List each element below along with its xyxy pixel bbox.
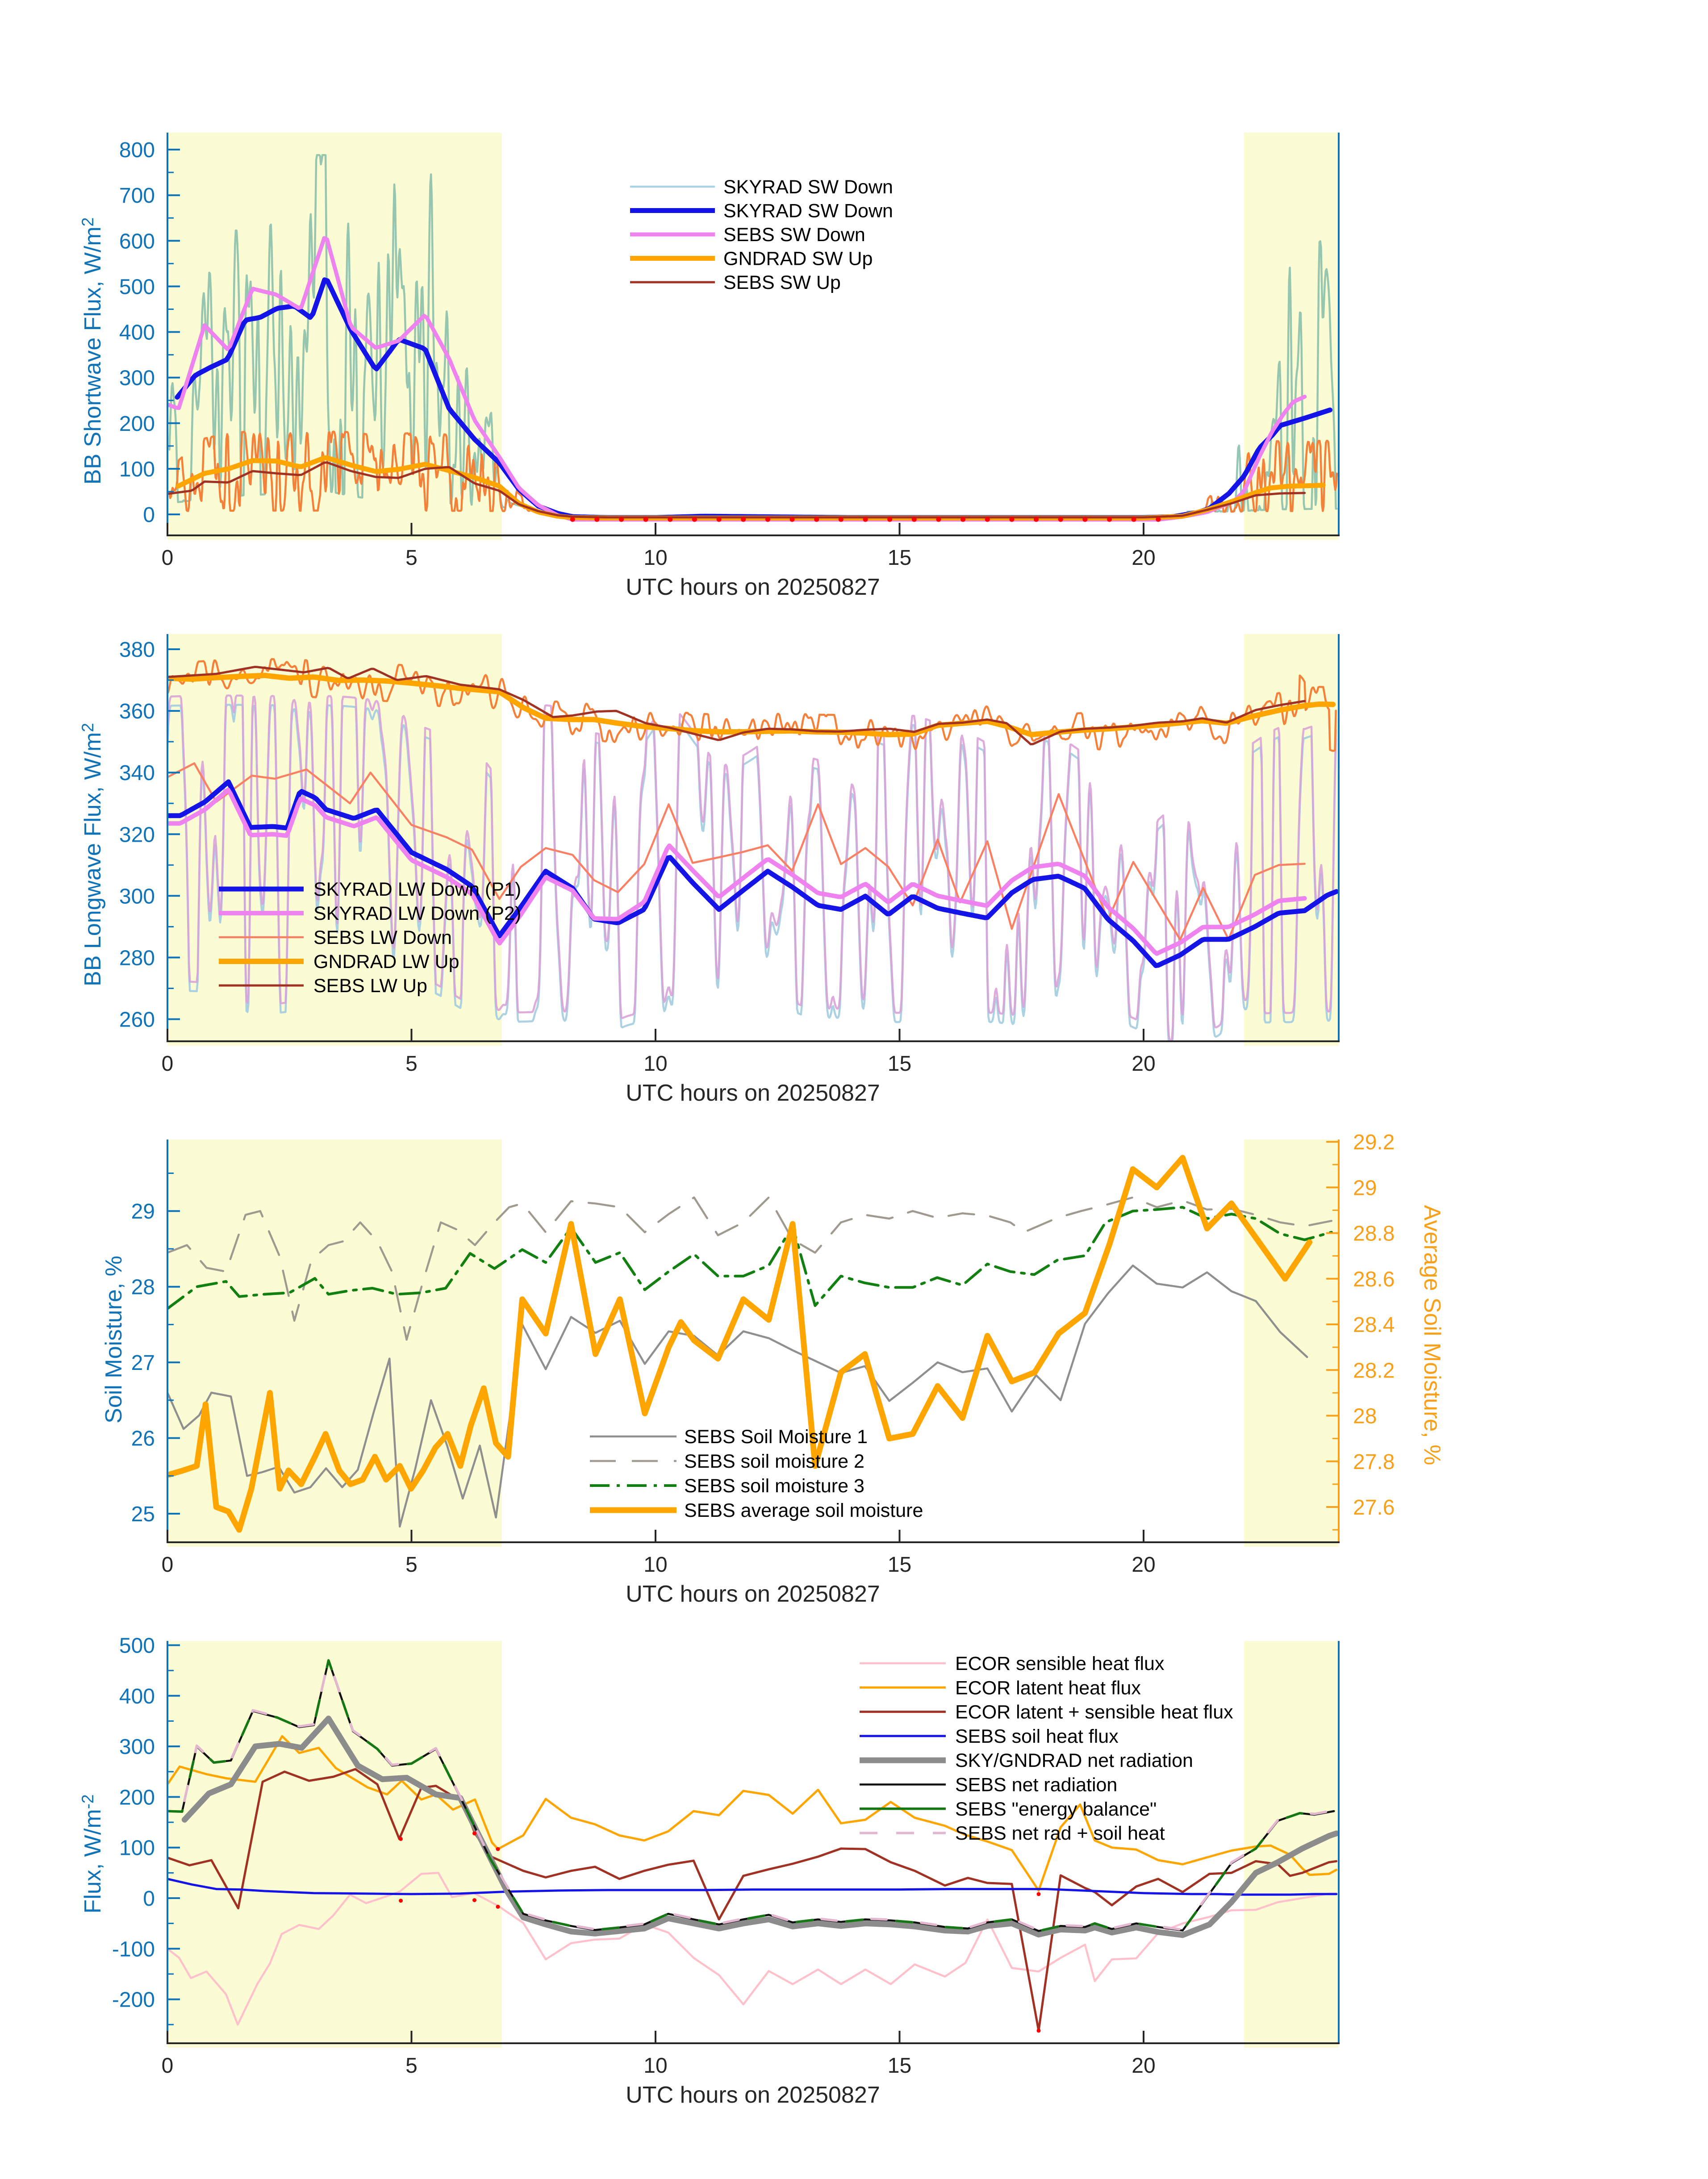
svg-text:5: 5 — [405, 1553, 418, 1577]
svg-text:300: 300 — [119, 1735, 155, 1759]
svg-text:SEBS LW Down: SEBS LW Down — [313, 927, 452, 948]
svg-text:27.6: 27.6 — [1353, 1496, 1395, 1519]
svg-text:15: 15 — [888, 546, 911, 570]
svg-text:27.8: 27.8 — [1353, 1450, 1395, 1474]
svg-text:BB Longwave Flux, W/m2: BB Longwave Flux, W/m2 — [79, 723, 106, 986]
svg-text:10: 10 — [643, 1553, 667, 1577]
svg-text:400: 400 — [119, 321, 155, 345]
svg-text:100: 100 — [119, 458, 155, 481]
svg-text:5: 5 — [405, 1052, 418, 1076]
svg-text:28: 28 — [1353, 1405, 1377, 1428]
svg-text:0: 0 — [162, 2054, 174, 2078]
svg-text:10: 10 — [643, 1052, 667, 1076]
svg-text:27: 27 — [131, 1351, 155, 1375]
svg-text:SKY/GNDRAD net radiation: SKY/GNDRAD net radiation — [955, 1750, 1193, 1771]
svg-text:UTC hours on 20250827: UTC hours on 20250827 — [626, 1080, 880, 1106]
svg-text:340: 340 — [119, 761, 155, 785]
svg-text:28: 28 — [131, 1276, 155, 1299]
svg-text:ECOR sensible heat flux: ECOR sensible heat flux — [955, 1653, 1165, 1674]
svg-text:-200: -200 — [112, 1988, 155, 2012]
svg-text:28.2: 28.2 — [1353, 1359, 1395, 1382]
svg-text:400: 400 — [119, 1685, 155, 1708]
svg-text:SEBS net rad + soil heat: SEBS net rad + soil heat — [955, 1823, 1165, 1844]
svg-text:UTC hours on 20250827: UTC hours on 20250827 — [626, 2082, 880, 2108]
svg-text:800: 800 — [119, 138, 155, 162]
svg-text:360: 360 — [119, 700, 155, 723]
svg-text:200: 200 — [119, 1786, 155, 1809]
svg-text:300: 300 — [119, 367, 155, 390]
svg-text:UTC hours on 20250827: UTC hours on 20250827 — [626, 1581, 880, 1607]
svg-text:20: 20 — [1132, 1052, 1155, 1076]
svg-text:SEBS soil moisture 2: SEBS soil moisture 2 — [684, 1451, 864, 1472]
svg-text:29.2: 29.2 — [1353, 1131, 1395, 1154]
svg-text:10: 10 — [643, 546, 667, 570]
svg-text:15: 15 — [888, 2054, 911, 2078]
svg-text:320: 320 — [119, 823, 155, 847]
svg-text:Soil Moisture, %: Soil Moisture, % — [101, 1256, 127, 1423]
svg-text:10: 10 — [643, 2054, 667, 2078]
svg-text:29: 29 — [1353, 1176, 1377, 1200]
svg-text:25: 25 — [131, 1503, 155, 1526]
svg-text:500: 500 — [119, 1634, 155, 1658]
svg-text:700: 700 — [119, 184, 155, 208]
svg-text:5: 5 — [405, 2054, 418, 2078]
svg-text:ECOR latent + sensible heat fl: ECOR latent + sensible heat flux — [955, 1702, 1233, 1723]
svg-text:SEBS LW Up: SEBS LW Up — [313, 975, 427, 997]
svg-text:26: 26 — [131, 1427, 155, 1451]
svg-text:100: 100 — [119, 1837, 155, 1860]
svg-text:500: 500 — [119, 275, 155, 299]
svg-text:20: 20 — [1132, 2054, 1155, 2078]
svg-text:SKYRAD SW Down: SKYRAD SW Down — [723, 176, 893, 198]
svg-text:20: 20 — [1132, 1553, 1155, 1577]
svg-text:SEBS Soil Moisture 1: SEBS Soil Moisture 1 — [684, 1426, 868, 1448]
svg-text:200: 200 — [119, 412, 155, 436]
svg-text:280: 280 — [119, 946, 155, 970]
svg-text:-100: -100 — [112, 1937, 155, 1961]
svg-text:15: 15 — [888, 1553, 911, 1577]
svg-text:260: 260 — [119, 1008, 155, 1032]
svg-text:ECOR latent heat flux: ECOR latent heat flux — [955, 1677, 1141, 1699]
svg-text:29: 29 — [131, 1200, 155, 1223]
svg-text:20: 20 — [1132, 546, 1155, 570]
svg-text:SEBS "energy balance": SEBS "energy balance" — [955, 1799, 1157, 1820]
svg-text:Average Soil Moisture, %: Average Soil Moisture, % — [1419, 1205, 1445, 1465]
svg-text:GNDRAD LW Up: GNDRAD LW Up — [313, 951, 459, 973]
svg-text:Flux, W/m-2: Flux, W/m-2 — [79, 1795, 106, 1914]
svg-text:15: 15 — [888, 1052, 911, 1076]
svg-text:5: 5 — [405, 546, 418, 570]
svg-text:SEBS average soil moisture: SEBS average soil moisture — [684, 1500, 923, 1521]
svg-text:SKYRAD SW Down: SKYRAD SW Down — [723, 200, 893, 222]
svg-text:SKYRAD LW Down (P2): SKYRAD LW Down (P2) — [313, 903, 521, 924]
svg-text:380: 380 — [119, 638, 155, 662]
svg-text:28.4: 28.4 — [1353, 1313, 1395, 1337]
svg-text:0: 0 — [143, 503, 155, 527]
svg-text:0: 0 — [143, 1887, 155, 1911]
svg-text:0: 0 — [162, 1553, 174, 1577]
svg-text:300: 300 — [119, 885, 155, 908]
svg-text:BB Shortwave Flux, W/m2: BB Shortwave Flux, W/m2 — [79, 217, 106, 485]
svg-text:600: 600 — [119, 230, 155, 253]
svg-text:0: 0 — [162, 546, 174, 570]
svg-text:SEBS net radiation: SEBS net radiation — [955, 1774, 1117, 1796]
svg-text:GNDRAD SW Up: GNDRAD SW Up — [723, 248, 873, 270]
svg-text:SEBS soil moisture 3: SEBS soil moisture 3 — [684, 1475, 864, 1497]
svg-text:SEBS SW Up: SEBS SW Up — [723, 272, 841, 293]
svg-text:SEBS SW Down: SEBS SW Down — [723, 224, 865, 246]
svg-text:SEBS soil heat flux: SEBS soil heat flux — [955, 1726, 1119, 1747]
svg-text:UTC hours on 20250827: UTC hours on 20250827 — [626, 574, 880, 600]
svg-text:28.8: 28.8 — [1353, 1222, 1395, 1246]
svg-text:SKYRAD LW Down (P1): SKYRAD LW Down (P1) — [313, 879, 521, 900]
svg-text:0: 0 — [162, 1052, 174, 1076]
svg-text:28.6: 28.6 — [1353, 1268, 1395, 1291]
